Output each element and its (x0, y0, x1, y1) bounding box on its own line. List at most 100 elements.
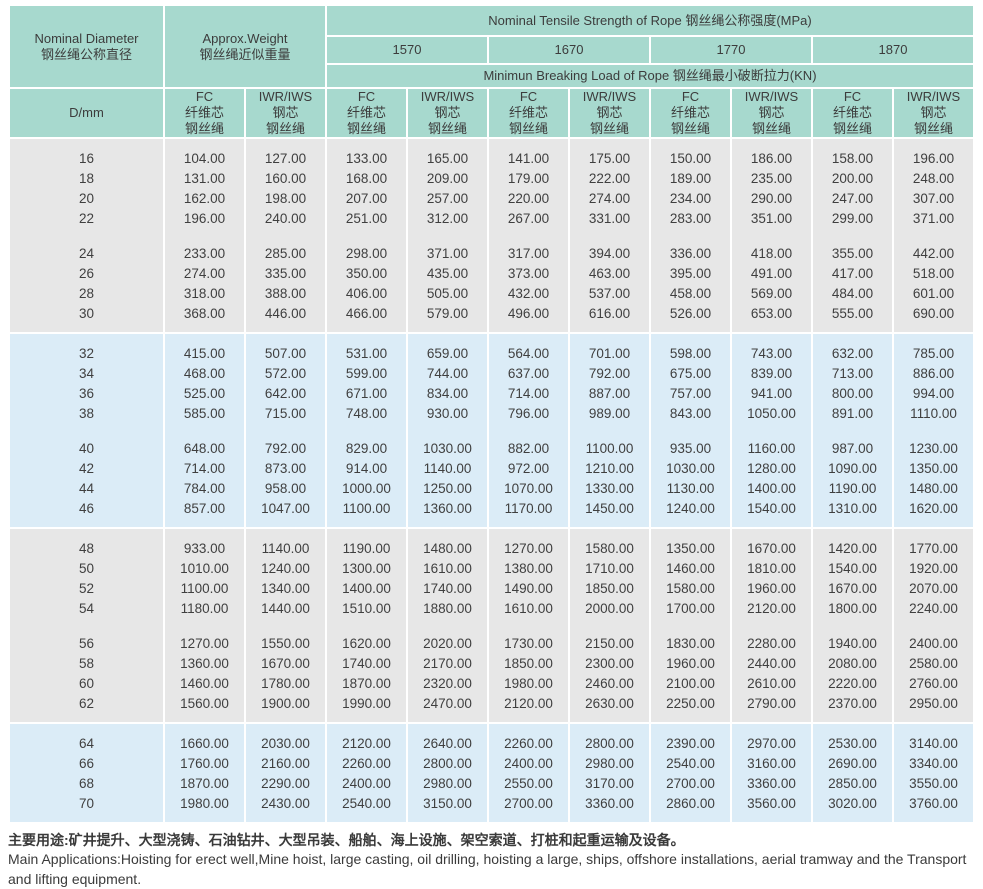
value-cell: 248.00 (894, 168, 973, 188)
spacer-row (10, 713, 973, 722)
value-cell: 2400.00 (327, 773, 406, 793)
block-gap-cell (10, 332, 973, 334)
value-cell: 160.00 (246, 168, 325, 188)
diameter-cell: 38 (10, 403, 163, 423)
header-tensile-strength: Nominal Tensile Strength of Rope 钢丝绳公称强度… (327, 6, 973, 37)
spacer-cell (732, 618, 811, 633)
value-cell: 1610.00 (489, 598, 568, 618)
value-cell: 2250.00 (651, 693, 730, 713)
value-cell: 1540.00 (732, 498, 811, 518)
value-cell: 435.00 (408, 263, 487, 283)
spacer-cell (408, 423, 487, 438)
value-cell: 2610.00 (732, 673, 811, 693)
value-cell: 2280.00 (732, 633, 811, 653)
spec-sheet: Nominal Diameter 钢丝绳公称直径 Approx.Weight 钢… (10, 6, 973, 822)
steel-core-header: IWR/IWS 钢芯 钢丝绳 (894, 89, 973, 139)
value-cell: 1300.00 (327, 558, 406, 578)
value-cell: 572.00 (246, 363, 325, 383)
spacer-cell (408, 334, 487, 343)
spacer-cell (651, 139, 730, 148)
value-cell: 2370.00 (813, 693, 892, 713)
value-cell: 1270.00 (489, 538, 568, 558)
value-cell: 637.00 (489, 363, 568, 383)
spacer-cell (10, 518, 163, 527)
value-cell: 2980.00 (570, 753, 649, 773)
value-cell: 168.00 (327, 168, 406, 188)
diameter-cell: 52 (10, 578, 163, 598)
value-cell: 1480.00 (894, 478, 973, 498)
spacer-cell (246, 334, 325, 343)
value-cell: 1740.00 (408, 578, 487, 598)
value-cell: 743.00 (732, 343, 811, 363)
value-cell: 165.00 (408, 148, 487, 168)
data-row-d18: 18 131.00 160.00 168.00 209.00 179.00 222.00 18… (10, 168, 973, 188)
value-cell: 930.00 (408, 403, 487, 423)
value-cell: 2470.00 (408, 693, 487, 713)
value-cell: 1740.00 (327, 653, 406, 673)
value-cell: 598.00 (651, 343, 730, 363)
diameter-cell: 44 (10, 478, 163, 498)
value-cell: 564.00 (489, 343, 568, 363)
value-cell: 1090.00 (813, 458, 892, 478)
value-cell: 2800.00 (408, 753, 487, 773)
spacer-cell (732, 813, 811, 822)
data-row-d30: 30 368.00 446.00 466.00 579.00 496.00 616.00 52… (10, 303, 973, 323)
value-cell: 857.00 (165, 498, 244, 518)
row-block-1: 16 104.00 127.00 133.00 165.00 141.00 175.00 15… (10, 139, 973, 332)
value-cell: 642.00 (246, 383, 325, 403)
data-row-d50: 50 1010.00 1240.00 1300.00 1610.00 1380.00 171… (10, 558, 973, 578)
value-cell: 792.00 (570, 363, 649, 383)
spacer-row (10, 518, 973, 527)
value-cell: 1230.00 (894, 438, 973, 458)
value-cell: 1130.00 (651, 478, 730, 498)
value-cell: 714.00 (489, 383, 568, 403)
spacer-cell (570, 618, 649, 633)
value-cell: 1810.00 (732, 558, 811, 578)
data-row-d56: 56 1270.00 1550.00 1620.00 2020.00 1730.00 215… (10, 633, 973, 653)
value-cell: 1830.00 (651, 633, 730, 653)
spacer-cell (165, 139, 244, 148)
value-cell: 933.00 (165, 538, 244, 558)
value-cell: 2540.00 (327, 793, 406, 813)
value-cell: 285.00 (246, 243, 325, 263)
value-cell: 234.00 (651, 188, 730, 208)
spacer-cell (327, 334, 406, 343)
value-cell: 1780.00 (246, 673, 325, 693)
value-cell: 150.00 (651, 148, 730, 168)
value-cell: 632.00 (813, 343, 892, 363)
spacer-cell (894, 323, 973, 332)
value-cell: 839.00 (732, 363, 811, 383)
spacer-cell (570, 334, 649, 343)
value-cell: 1350.00 (651, 538, 730, 558)
spacer-cell (10, 139, 163, 148)
spacer-cell (894, 618, 973, 633)
value-cell: 317.00 (489, 243, 568, 263)
diameter-cell: 36 (10, 383, 163, 403)
value-cell: 1760.00 (165, 753, 244, 773)
data-row-d40: 40 648.00 792.00 829.00 1030.00 882.00 1100.00… (10, 438, 973, 458)
value-cell: 1710.00 (570, 558, 649, 578)
strength-grade-1770: 1770 (651, 37, 811, 65)
value-cell: 1960.00 (732, 578, 811, 598)
value-cell: 141.00 (489, 148, 568, 168)
value-cell: 887.00 (570, 383, 649, 403)
value-cell: 3550.00 (894, 773, 973, 793)
value-cell: 1900.00 (246, 693, 325, 713)
value-cell: 1870.00 (327, 673, 406, 693)
spacer-cell (165, 228, 244, 243)
spacer-cell (327, 713, 406, 722)
data-row-d36: 36 525.00 642.00 671.00 834.00 714.00 887.00 75… (10, 383, 973, 403)
spacer-cell (246, 724, 325, 733)
spacer-cell (327, 618, 406, 633)
data-row-d16: 16 104.00 127.00 133.00 165.00 141.00 175.00 15… (10, 148, 973, 168)
value-cell: 555.00 (813, 303, 892, 323)
value-cell: 507.00 (246, 343, 325, 363)
value-cell: 1990.00 (327, 693, 406, 713)
value-cell: 131.00 (165, 168, 244, 188)
spacer-cell (651, 713, 730, 722)
spacer-cell (327, 529, 406, 538)
spacer-cell (10, 713, 163, 722)
strength-grade-1870: 1870 (813, 37, 973, 65)
value-cell: 537.00 (570, 283, 649, 303)
value-cell: 1850.00 (489, 653, 568, 673)
